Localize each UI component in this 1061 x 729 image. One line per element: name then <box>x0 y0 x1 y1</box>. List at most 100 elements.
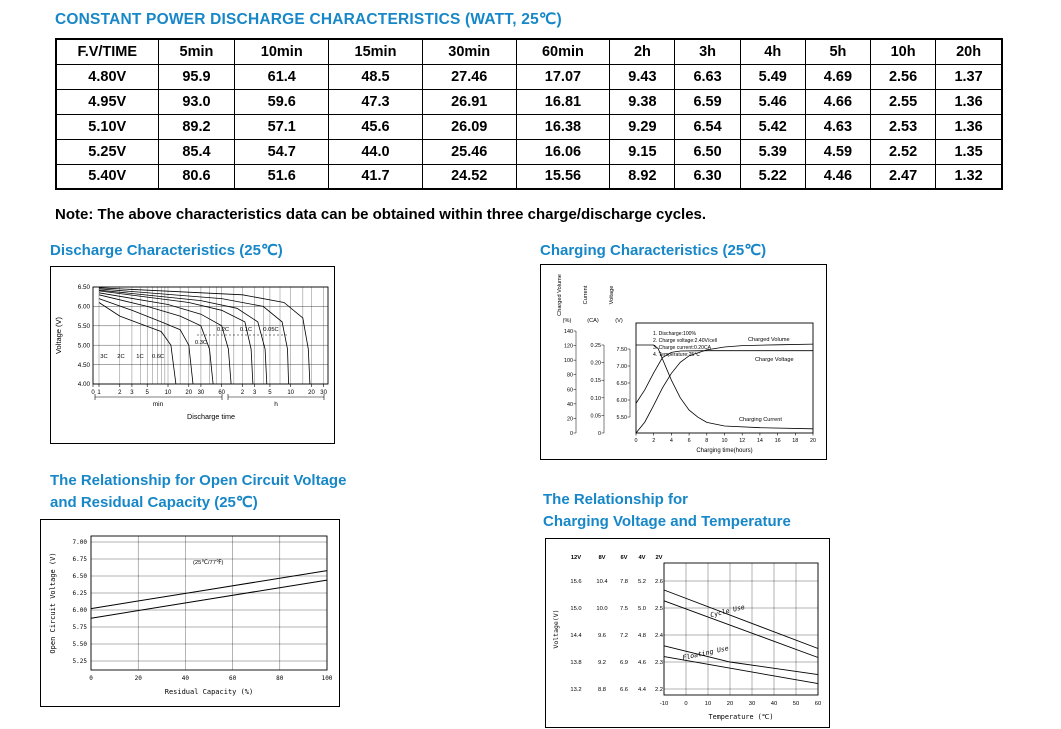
svg-text:0.15: 0.15 <box>591 378 602 384</box>
column-header: 3h <box>674 38 741 65</box>
constant-power-table: F.V/TIME 5min 10min 15min 30min 60min 2h 3h 4h 5h… <box>55 38 1003 190</box>
label-floating-use: Floating Use <box>682 644 730 662</box>
cell: 5.42 <box>739 113 806 140</box>
svg-text:0.05: 0.05 <box>591 413 602 419</box>
svg-text:6.9: 6.9 <box>620 660 628 666</box>
svg-text:16: 16 <box>775 438 781 444</box>
svg-text:Voltage (V): Voltage (V) <box>54 316 63 354</box>
cell: 51.6 <box>234 163 330 190</box>
cell: 5.49 <box>739 63 806 90</box>
svg-text:7.5: 7.5 <box>620 606 628 612</box>
svg-text:80: 80 <box>276 675 284 682</box>
svg-text:2.5: 2.5 <box>655 606 663 612</box>
svg-text:20: 20 <box>135 675 143 682</box>
svg-text:0.25: 0.25 <box>591 343 602 349</box>
svg-text:2.2: 2.2 <box>655 687 663 693</box>
svg-text:8: 8 <box>705 438 708 444</box>
ocv-band-upper <box>90 570 328 610</box>
cell: 2.47 <box>869 163 937 190</box>
svg-text:40: 40 <box>567 402 573 408</box>
column-header: 30min <box>421 38 517 65</box>
svg-text:4.00: 4.00 <box>78 381 91 388</box>
svg-text:4.6: 4.6 <box>638 660 646 666</box>
cell: 48.5 <box>328 63 423 90</box>
cell: 5.22 <box>739 163 806 190</box>
cell: 1.36 <box>935 88 1003 115</box>
svg-text:14: 14 <box>757 438 763 444</box>
corner-header: F.V/TIME <box>55 38 159 65</box>
ocv-chart-box: 0 20 40 60 80 100 7.00 6.75 6.50 6.25 6.00 5.75 5.50… <box>40 519 340 707</box>
svg-text:10.4: 10.4 <box>596 579 608 585</box>
svg-text:10: 10 <box>287 390 294 396</box>
svg-text:0: 0 <box>89 675 93 682</box>
svg-text:20: 20 <box>567 416 573 422</box>
ocv-band-lower <box>90 579 328 619</box>
section-title-temp-line2: Charging Voltage and Temperature <box>543 513 791 530</box>
svg-text:0: 0 <box>635 438 638 444</box>
cell: 16.38 <box>515 113 611 140</box>
svg-text:30: 30 <box>320 390 327 396</box>
label-charging-current: Charging Current <box>739 417 782 423</box>
scale-header: 8V <box>598 555 605 561</box>
scale-header: 4V <box>638 555 645 561</box>
discharge-chart: 6.50 6.00 5.50 5.00 4.50 4.000 1 2 3 5 10 20 30 60 2 3 5… <box>54 284 329 421</box>
cell: 2.55 <box>869 88 937 115</box>
cell: 9.29 <box>609 113 676 140</box>
cell: 5.39 <box>739 138 806 165</box>
svg-text:6.50: 6.50 <box>617 381 628 387</box>
svg-text:min: min <box>153 401 164 408</box>
band-floating-use-lower <box>663 656 819 685</box>
svg-text:50: 50 <box>793 701 799 707</box>
svg-text:5.0: 5.0 <box>638 606 646 612</box>
cell: 9.38 <box>609 88 676 115</box>
cell: 2.52 <box>869 138 937 165</box>
svg-text:-10: -10 <box>660 701 668 707</box>
svg-text:7.50: 7.50 <box>617 347 628 353</box>
svg-text:10: 10 <box>165 390 172 396</box>
cell: 8.92 <box>609 163 676 190</box>
cell: 93.0 <box>157 88 236 115</box>
cell: 16.81 <box>515 88 611 115</box>
table-row: 4.95V 93.0 59.6 47.3 26.91 16.81 9.38 6.59 5.46 4… <box>55 88 1003 115</box>
label-charged-volume: Charged Volume <box>748 337 790 343</box>
section-title-temp: The Relationship for Charging Voltage an… <box>543 489 791 533</box>
charge-condition: 3. Charge current:0.20CA <box>653 345 712 351</box>
charging-plot: Charged Volume(%)Current(CA)Voltage(V)14… <box>557 274 816 454</box>
section-title-ocv-line2: and Residual Capacity (25℃) <box>50 494 258 511</box>
charging-chart: Charged Volume(%)Current(CA)Voltage(V)14… <box>557 274 816 454</box>
svg-text:60: 60 <box>567 387 573 393</box>
svg-text:40: 40 <box>771 701 777 707</box>
charging-chart-box: Charged Volume (%) Current (CA) Voltage (V) 14… <box>540 264 827 460</box>
cell: 1.35 <box>935 138 1003 165</box>
svg-text:5: 5 <box>146 390 150 396</box>
svg-text:Charging time(hours): Charging time(hours) <box>696 448 752 454</box>
cell: 17.07 <box>515 63 611 90</box>
svg-text:0.20: 0.20 <box>591 361 602 367</box>
table-row: 5.40V 80.6 51.6 41.7 24.52 15.56 8.92 6.30 5.22 4… <box>55 163 1003 190</box>
curve-2C <box>98 298 194 385</box>
svg-text:Temperature (℃): Temperature (℃) <box>709 713 774 721</box>
cell: 89.2 <box>157 113 236 140</box>
svg-text:140: 140 <box>564 329 573 335</box>
curve-0.3C <box>98 290 254 385</box>
cell: 4.66 <box>804 88 872 115</box>
charge-condition: 4. Temperature:25℃ <box>653 352 700 358</box>
svg-text:6.50: 6.50 <box>73 573 88 580</box>
svg-text:12: 12 <box>739 438 745 444</box>
curve-0.6C <box>98 292 232 385</box>
svg-text:h: h <box>274 401 278 408</box>
axis-title: Charged Volume <box>557 274 563 316</box>
column-header: 10h <box>869 38 937 65</box>
label-cycle-use: Cycle Use <box>709 603 745 619</box>
svg-text:2.6: 2.6 <box>655 579 663 585</box>
table-header-row: F.V/TIME 5min 10min 15min 30min 60min 2h 3h 4h 5h… <box>55 38 1003 65</box>
curve-label-0.2C: 0.2C <box>217 327 229 333</box>
table-row: 4.80V 95.9 61.4 48.5 27.46 17.07 9.43 6.63 5.49 4… <box>55 63 1003 90</box>
discharge-chart-box: 6.50 6.00 5.50 5.00 4.50 4.00 0 1 2 3 5 10 20 30 60 2 3 5… <box>50 266 335 444</box>
svg-text:13.2: 13.2 <box>570 687 581 693</box>
svg-text:Voltage(V): Voltage(V) <box>552 609 560 648</box>
svg-text:6.6: 6.6 <box>620 687 628 693</box>
svg-text:20: 20 <box>308 390 315 396</box>
scale-header: 6V <box>620 555 627 561</box>
cell: 1.32 <box>935 163 1003 190</box>
